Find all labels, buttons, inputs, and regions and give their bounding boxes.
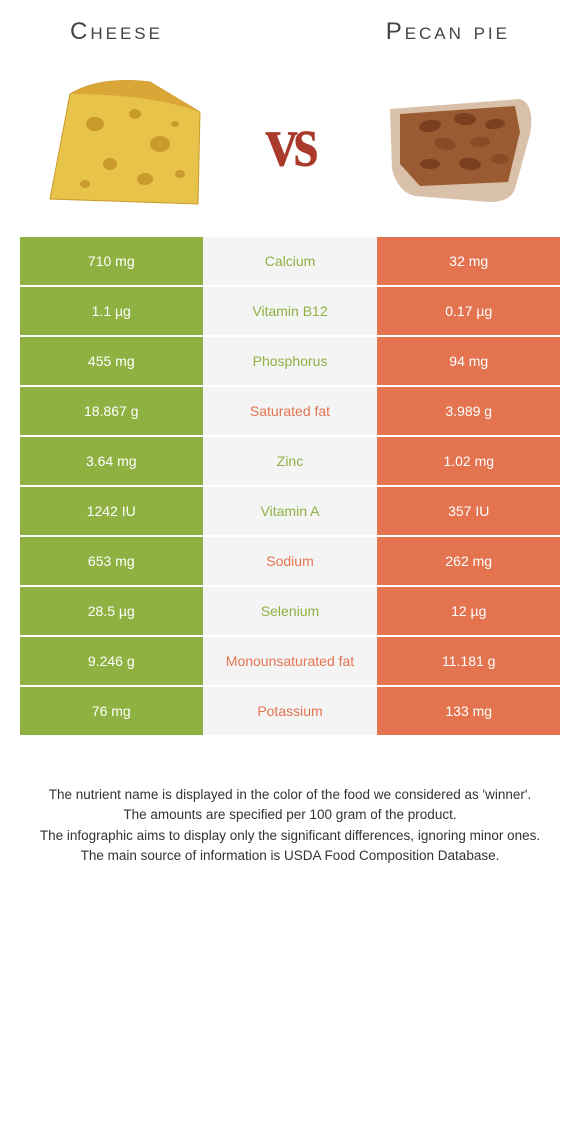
nutrient-name: Monounsaturated fat [203, 637, 378, 685]
header: Cheese Pecan pie [20, 18, 560, 46]
left-value: 18.867 g [20, 387, 203, 435]
footnote-line: The infographic aims to display only the… [30, 826, 550, 846]
left-value: 3.64 mg [20, 437, 203, 485]
footnotes: The nutrient name is displayed in the co… [20, 785, 560, 866]
title-left: Cheese [70, 18, 163, 46]
comparison-images: vs [20, 64, 560, 219]
left-value: 76 mg [20, 687, 203, 735]
right-value: 12 µg [377, 587, 560, 635]
left-value: 653 mg [20, 537, 203, 585]
nutrient-name: Potassium [203, 687, 378, 735]
left-value: 710 mg [20, 237, 203, 285]
right-value: 262 mg [377, 537, 560, 585]
left-value: 1.1 µg [20, 287, 203, 335]
nutrient-name: Saturated fat [203, 387, 378, 435]
table-row: 1242 IUVitamin A357 IU [20, 487, 560, 535]
footnote-line: The main source of information is USDA F… [30, 846, 550, 866]
nutrient-name: Zinc [203, 437, 378, 485]
title-right: Pecan pie [386, 18, 510, 46]
cheese-icon [40, 64, 210, 219]
vs-label: vs [266, 99, 315, 184]
table-row: 653 mgSodium262 mg [20, 537, 560, 585]
left-value: 455 mg [20, 337, 203, 385]
nutrient-name: Selenium [203, 587, 378, 635]
footnote-line: The nutrient name is displayed in the co… [30, 785, 550, 805]
left-value: 1242 IU [20, 487, 203, 535]
table-row: 28.5 µgSelenium12 µg [20, 587, 560, 635]
table-row: 455 mgPhosphorus94 mg [20, 337, 560, 385]
table-row: 710 mgCalcium32 mg [20, 237, 560, 285]
table-row: 9.246 gMonounsaturated fat11.181 g [20, 637, 560, 685]
right-value: 133 mg [377, 687, 560, 735]
right-value: 3.989 g [377, 387, 560, 435]
nutrient-name: Calcium [203, 237, 378, 285]
right-value: 0.17 µg [377, 287, 560, 335]
pecan-pie-icon [370, 64, 540, 219]
nutrient-name: Phosphorus [203, 337, 378, 385]
left-value: 9.246 g [20, 637, 203, 685]
right-value: 11.181 g [377, 637, 560, 685]
table-row: 76 mgPotassium133 mg [20, 687, 560, 735]
table-row: 18.867 gSaturated fat3.989 g [20, 387, 560, 435]
right-value: 1.02 mg [377, 437, 560, 485]
table-row: 3.64 mgZinc1.02 mg [20, 437, 560, 485]
nutrient-table: 710 mgCalcium32 mg1.1 µgVitamin B120.17 … [20, 237, 560, 735]
right-value: 357 IU [377, 487, 560, 535]
nutrient-name: Vitamin A [203, 487, 378, 535]
table-row: 1.1 µgVitamin B120.17 µg [20, 287, 560, 335]
right-value: 32 mg [377, 237, 560, 285]
footnote-line: The amounts are specified per 100 gram o… [30, 805, 550, 825]
right-value: 94 mg [377, 337, 560, 385]
nutrient-name: Sodium [203, 537, 378, 585]
nutrient-name: Vitamin B12 [203, 287, 378, 335]
left-value: 28.5 µg [20, 587, 203, 635]
